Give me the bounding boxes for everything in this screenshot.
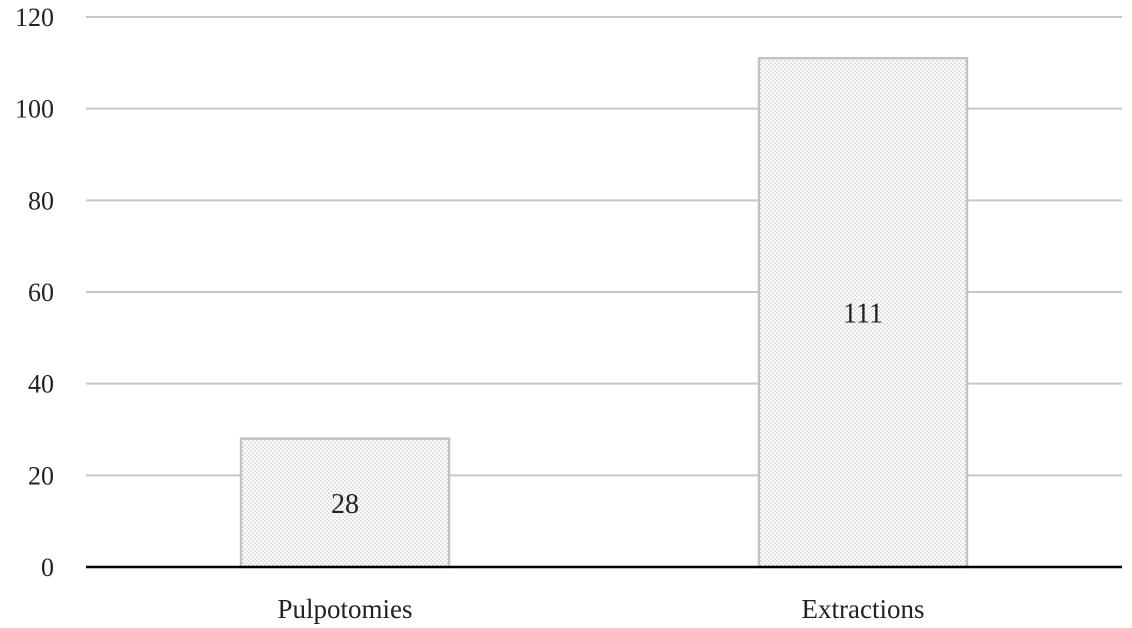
data-labels: 28 111 [331, 299, 883, 520]
y-tick-label: 120 [15, 3, 54, 32]
data-label-pulpotomies: 28 [331, 489, 359, 520]
bars [239, 57, 969, 569]
x-axis-category-labels: Pulpotomies Extractions [277, 594, 924, 624]
y-tick-label: 40 [28, 370, 54, 399]
y-tick-label: 100 [15, 95, 54, 124]
y-axis-tick-labels: 0 20 40 60 80 100 120 [15, 3, 54, 582]
y-tick-label: 60 [28, 278, 54, 307]
bar-extractions [757, 57, 969, 569]
category-label-pulpotomies: Pulpotomies [277, 594, 412, 624]
y-tick-label: 80 [28, 186, 54, 215]
category-label-extractions: Extractions [802, 594, 925, 624]
y-tick-label: 20 [28, 461, 54, 490]
data-label-extractions: 111 [843, 299, 883, 330]
y-tick-label: 0 [41, 553, 54, 582]
